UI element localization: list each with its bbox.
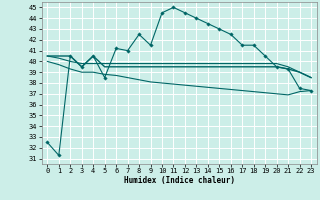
X-axis label: Humidex (Indice chaleur): Humidex (Indice chaleur) [124,176,235,185]
